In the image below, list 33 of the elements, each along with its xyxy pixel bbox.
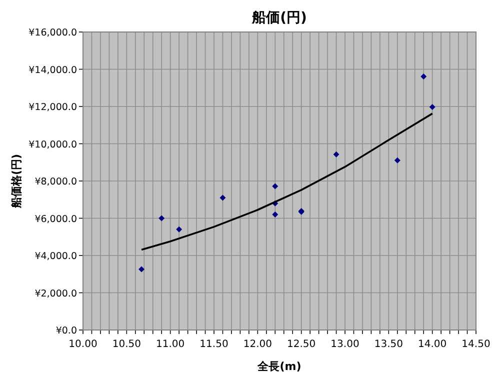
y-tick-label: ¥14,000.0 bbox=[28, 64, 77, 76]
point bbox=[138, 266, 145, 272]
x-tick-label: 10.00 bbox=[68, 339, 98, 350]
x-tick-label: 14.50 bbox=[462, 339, 490, 350]
point bbox=[158, 215, 165, 222]
x-tick-label: 14.00 bbox=[418, 339, 447, 350]
x-tick-label: 11.50 bbox=[200, 339, 228, 350]
x-tick-label: 13.00 bbox=[330, 339, 360, 350]
point bbox=[394, 157, 400, 164]
y-tick-label: ¥2,000.0 bbox=[34, 288, 77, 300]
point bbox=[176, 226, 182, 232]
x-tick-label: 12.00 bbox=[243, 339, 272, 350]
point bbox=[220, 194, 226, 201]
y-tick-label: ¥6,000.0 bbox=[34, 214, 77, 225]
y-tick-label: ¥8,000.0 bbox=[34, 176, 77, 188]
y-tick-label: ¥0.0 bbox=[56, 326, 77, 336]
point bbox=[420, 74, 427, 80]
y-tick-label: ¥10,000.0 bbox=[28, 139, 77, 150]
y-tick-label: ¥12,000.0 bbox=[28, 102, 77, 113]
x-tick-label: 12.50 bbox=[287, 339, 316, 350]
point bbox=[429, 104, 436, 110]
x-tick-label: 10.50 bbox=[112, 339, 141, 350]
y-tick-label: ¥16,000.0 bbox=[28, 28, 77, 38]
point bbox=[272, 212, 278, 218]
line-series bbox=[140, 112, 434, 251]
x-tick-label: 11.00 bbox=[156, 339, 185, 350]
x-axis-title: 全長(m) bbox=[256, 360, 302, 373]
x-tick-label: 13.50 bbox=[374, 339, 403, 350]
y-axis-title: 船価格(円) bbox=[10, 154, 23, 210]
point bbox=[272, 183, 278, 190]
chart-title: 船価(円) bbox=[251, 10, 307, 26]
point bbox=[333, 151, 340, 158]
y-tick-label: ¥4,000.0 bbox=[34, 251, 77, 262]
